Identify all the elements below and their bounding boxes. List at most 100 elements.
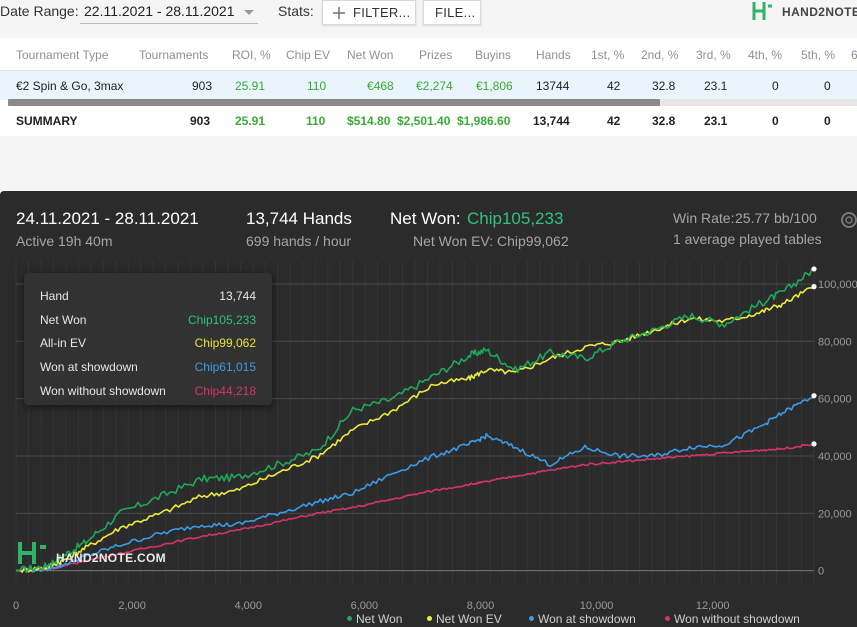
summary-chip-ev: 110	[306, 114, 326, 128]
x-tick-label: 8,000	[467, 600, 495, 612]
x-tick-label: 6,000	[351, 600, 379, 612]
tooltip-row-showdown: Won at showdown Chip61,015	[40, 360, 256, 378]
series-line-3	[15, 443, 815, 572]
cell-prizes: €2,274	[416, 79, 453, 93]
date-range-select[interactable]: 22.11.2021 - 28.11.2021	[80, 0, 258, 24]
col-header-chip-ev[interactable]: Chip EV	[286, 48, 331, 62]
hand2note-watermark-icon	[18, 542, 46, 564]
cell-3rd: 23.1	[704, 79, 728, 93]
y-tick-label: 80,000	[818, 336, 852, 348]
legend-dot	[665, 616, 670, 622]
filter-bar: Date Range: 22.11.2021 - 28.11.2021 Stat…	[0, 0, 857, 38]
summary-3rd: 23.1	[704, 114, 728, 128]
table-row[interactable]: €2 Spin & Go, 3max 903 25.91 110 €468 €2…	[0, 70, 857, 100]
summary-5th: 0	[824, 114, 831, 128]
y-tick-label: 20,000	[818, 508, 852, 520]
cell-tournament-type: €2 Spin & Go, 3max	[16, 79, 124, 93]
legend-item-net-won[interactable]: Net Won	[347, 612, 402, 626]
summary-1st: 42	[607, 114, 621, 128]
summary-row: SUMMARY 903 25.91 110 $514.80 $2,501.40 …	[0, 108, 857, 136]
tooltip-value: Chip105,233	[187, 313, 256, 327]
summary-prizes: $2,501.40	[397, 114, 451, 128]
x-tick-label: 4,000	[234, 600, 262, 612]
col-header-hands[interactable]: Hands	[536, 48, 571, 62]
series-end-point-1	[811, 284, 817, 290]
col-header-6th[interactable]: 6	[851, 48, 857, 62]
chevron-down-icon	[244, 10, 254, 15]
tooltip-value: 13,744	[219, 289, 256, 303]
net-won-ev-value: Chip99,062	[497, 233, 569, 249]
x-tick-label: 2,000	[118, 600, 146, 612]
col-header-4th[interactable]: 4th, %	[748, 48, 783, 62]
y-tick-label: 60,000	[818, 394, 852, 406]
avg-tables: 1 average played tables	[673, 231, 822, 247]
tooltip-label: Hand	[40, 289, 69, 303]
series-line-2	[15, 395, 815, 573]
watermark-text: HAND2NOTE.COM	[56, 551, 166, 565]
col-header-2nd[interactable]: 2nd, %	[641, 48, 679, 62]
x-tick-label: 10,000	[580, 600, 614, 612]
filter-button-label: FILTER...	[353, 5, 411, 20]
cell-1st: 42	[607, 79, 621, 93]
col-header-buyins[interactable]: Buyins	[475, 48, 512, 62]
summary-roi: 25.91	[235, 114, 266, 128]
y-tick-label: 40,000	[818, 451, 852, 463]
plus-icon	[333, 7, 345, 19]
date-range-value: 22.11.2021 - 28.11.2021	[84, 3, 235, 19]
legend-item-net-won-ev[interactable]: Net Won EV	[427, 612, 502, 626]
tooltip-row-net-won: Net Won Chip105,233	[40, 313, 256, 331]
tooltip-label: Won at showdown	[40, 360, 138, 374]
col-header-tournament-type[interactable]: Tournament Type	[16, 48, 109, 62]
stats-label: Stats:	[278, 3, 314, 19]
cell-4th: 0	[772, 79, 779, 93]
col-header-5th[interactable]: 5th, %	[801, 48, 836, 62]
series-end-point-0	[811, 266, 817, 272]
cell-buyins: €1,806	[476, 79, 513, 93]
cell-roi: 25.91	[235, 79, 266, 93]
tooltip-row-non-showdown: Won without showdown Chip44,218	[40, 384, 256, 402]
summary-net-won: $514.80	[347, 114, 391, 128]
y-tick-label: 0	[818, 566, 824, 578]
series-end-point-3	[811, 441, 817, 447]
legend-item-non-showdown[interactable]: Won without showdown	[665, 612, 800, 626]
tooltip-label: All-in EV	[40, 336, 87, 350]
graph-panel: 24.11.2021 - 28.11.2021 Active 19h 40m 1…	[0, 191, 857, 627]
profit-chart[interactable]: 0 20,000 40,000 60,000 80,000 100,000 0 2,000 4,…	[0, 261, 857, 627]
col-header-roi[interactable]: ROI, %	[232, 48, 271, 62]
legend-item-showdown[interactable]: Won at showdown	[529, 612, 636, 626]
legend-label: Net Won	[356, 612, 403, 626]
tooltip-row-hand: Hand 13,744	[40, 289, 256, 307]
file-button[interactable]: FILE...	[423, 0, 481, 25]
x-tick-label: 0	[13, 600, 19, 612]
graph-date-range: 24.11.2021 - 28.11.2021	[16, 209, 199, 228]
x-tick-label: 12,000	[696, 600, 730, 612]
hand2note-logo-icon	[752, 2, 772, 20]
cell-hands: 13744	[536, 79, 570, 93]
summary-label: SUMMARY	[16, 114, 78, 128]
date-range-label: Date Range:	[0, 3, 79, 19]
col-header-tournaments[interactable]: Tournaments	[139, 48, 209, 62]
horizontal-scrollbar[interactable]	[8, 99, 857, 106]
net-won-ev-label: Net Won EV:	[413, 233, 494, 249]
col-header-1st[interactable]: 1st, %	[591, 48, 625, 62]
legend-label: Won without showdown	[674, 612, 800, 626]
chart-tooltip: Hand 13,744 Net Won Chip105,233 All-in E…	[24, 273, 272, 405]
tournament-table: Tournament Type Tournaments ROI, % Chip …	[0, 38, 857, 136]
col-header-prizes[interactable]: Prizes	[419, 48, 453, 62]
cell-5th: 0	[824, 79, 831, 93]
tooltip-row-allin-ev: All-in EV Chip99,062	[40, 336, 256, 354]
tooltip-value: Chip44,218	[194, 384, 256, 398]
y-tick-label: 100,000	[818, 279, 857, 291]
watermark: HAND2NOTE.COM	[14, 538, 166, 568]
summary-tournaments: 903	[190, 114, 211, 128]
cell-tournaments: 903	[192, 79, 213, 93]
win-rate-label: Win Rate:	[673, 210, 735, 226]
hand2note-logo: HAND2NOTE.C	[752, 0, 857, 24]
col-header-3rd[interactable]: 3rd, %	[696, 48, 731, 62]
legend-dot	[347, 616, 352, 622]
col-header-net-won[interactable]: Net Won	[347, 48, 394, 62]
gear-icon[interactable]	[838, 209, 857, 231]
filter-button[interactable]: FILTER...	[322, 0, 416, 25]
scrollbar-thumb[interactable]	[8, 99, 660, 106]
